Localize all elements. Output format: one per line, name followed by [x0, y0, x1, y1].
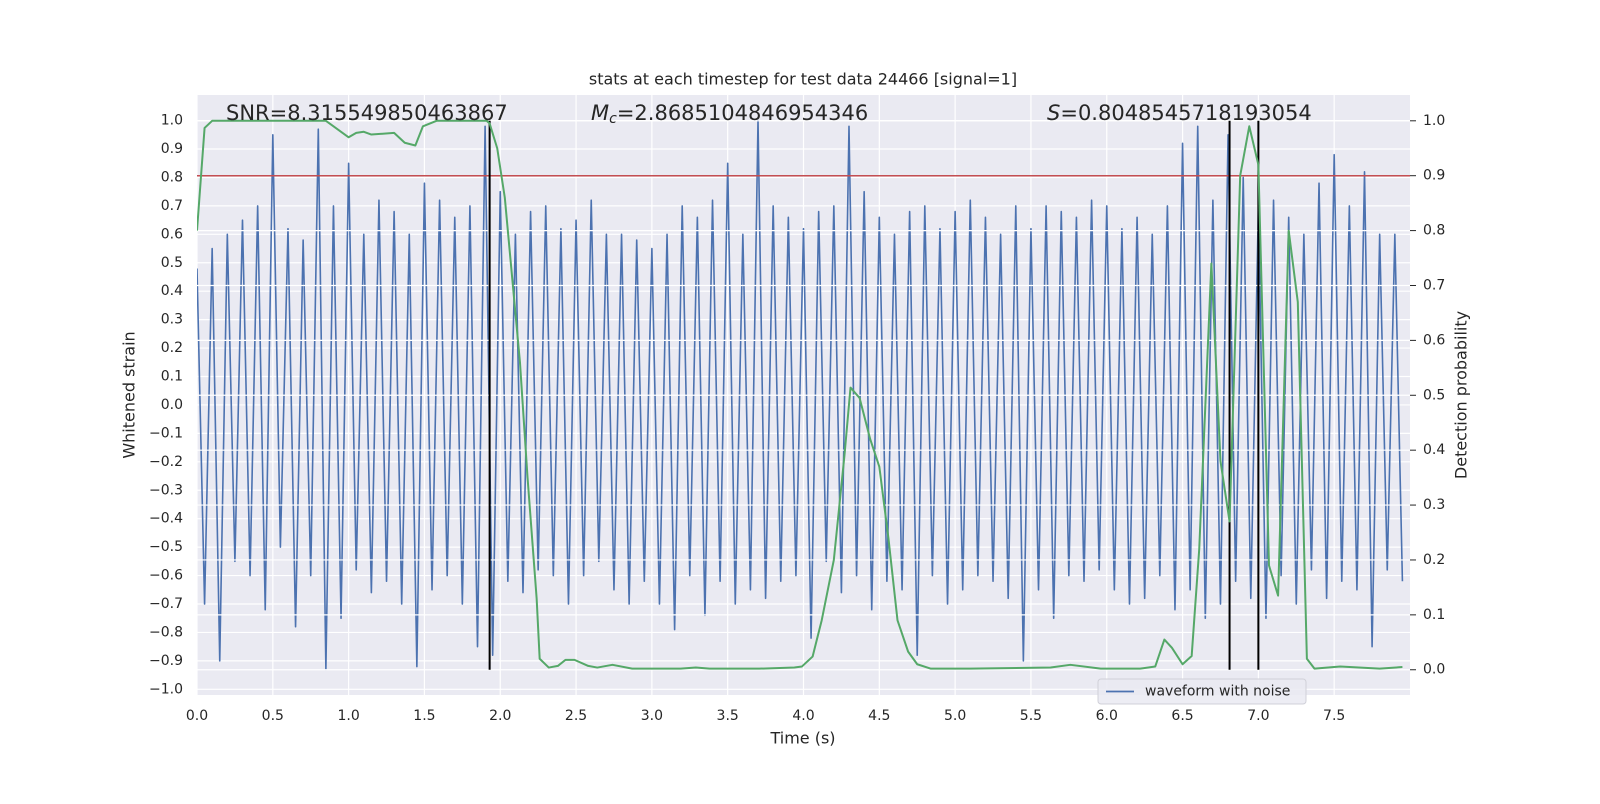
y-tick-label: −0.8	[149, 624, 183, 640]
overlay-layer: 0.0 0.5 1.0 1.5 2.0 2.5 3.0 3.5 4.0 4.5 5.0 5.5 6.0 6…	[149, 101, 1445, 724]
y2-axis-label: Detection probability	[1452, 311, 1471, 479]
series-line	[197, 119, 1403, 670]
y-tick-label: 0.2	[161, 340, 183, 356]
series-line	[197, 119, 1404, 671]
y-tick-label: −1.0	[149, 681, 183, 697]
x-tick-label: 5.5	[1020, 708, 1042, 724]
x-tick-label: 4.5	[868, 708, 890, 724]
y2-tick-label: 0.3	[1423, 497, 1445, 513]
annotation-subscript: c	[609, 111, 617, 127]
y-tick-label: 0.1	[161, 369, 183, 385]
y2-tick-label: 0.8	[1423, 223, 1445, 239]
x-tick-label: 4.0	[792, 708, 814, 724]
y-tick-label: −0.1	[149, 425, 183, 441]
x-axis-label: Time (s)	[769, 729, 835, 748]
annotation-text: SNR=8.315549850463867	[226, 101, 508, 125]
y-tick-label: −0.9	[149, 653, 183, 669]
y2-tick-label: 0.5	[1423, 387, 1445, 403]
y2-tick-label: 0.9	[1423, 168, 1445, 184]
x-tick-label: 1.0	[337, 708, 359, 724]
y-tick-label: 1.0	[161, 113, 183, 129]
x-tick-label: 2.5	[565, 708, 587, 724]
y-tick-label: −0.3	[149, 482, 183, 498]
annotation: SNR=8.315549850463867	[226, 101, 508, 125]
y2-tick-label: 0.2	[1423, 552, 1445, 568]
x-tick-label: 7.0	[1247, 708, 1269, 724]
y2-tick-label: 0.4	[1423, 442, 1445, 458]
x-tick-label: 0.0	[186, 708, 208, 724]
x-tick-label: 7.5	[1323, 708, 1345, 724]
y-tick-label: 0.9	[161, 141, 183, 157]
y-tick-label: 0.0	[161, 397, 183, 413]
y-tick-label: −0.2	[149, 454, 183, 470]
y2-tick-label: 0.1	[1423, 607, 1445, 623]
y-tick-label: 0.3	[161, 312, 183, 328]
y2-tick-label: 0.0	[1423, 662, 1445, 678]
x-tick-label: 2.0	[489, 708, 511, 724]
annotation: S=0.8048545718193054	[1047, 101, 1312, 125]
annotation-symbol: S	[1047, 101, 1060, 125]
y-tick-label: 0.5	[161, 255, 183, 271]
y-tick-label: 0.8	[161, 169, 183, 185]
y2-tick-label: 0.7	[1423, 277, 1445, 293]
y2-tick-label: 1.0	[1423, 113, 1445, 129]
x-tick-label: 3.5	[717, 708, 739, 724]
annotation: Mc=2.8685104846954346	[591, 101, 868, 127]
y-tick-label: 0.7	[161, 198, 183, 214]
y-tick-label: −0.4	[149, 511, 183, 527]
y-tick-label: 0.6	[161, 226, 183, 242]
y2-tick-label: 0.6	[1423, 332, 1445, 348]
legend-label: waveform with noise	[1145, 684, 1290, 700]
y-tick-label: −0.5	[149, 539, 183, 555]
plot-layer	[197, 119, 1410, 671]
y-tick-label: 0.4	[161, 283, 183, 299]
y-tick-label: −0.7	[149, 596, 183, 612]
annotation-symbol: M	[591, 101, 609, 125]
x-tick-label: 6.5	[1171, 708, 1193, 724]
x-tick-label: 6.0	[1096, 708, 1118, 724]
x-tick-label: 5.0	[944, 708, 966, 724]
x-tick-label: 3.0	[641, 708, 663, 724]
annotation-text: =2.8685104846954346	[617, 101, 868, 125]
y-tick-label: −0.6	[149, 568, 183, 584]
annotation-text: =0.8048545718193054	[1060, 101, 1311, 125]
chart-title: stats at each timestep for test data 244…	[589, 70, 1017, 89]
y-axis-label: Whitened strain	[120, 331, 139, 458]
legend-box	[1097, 678, 1307, 705]
x-tick-label: 0.5	[262, 708, 284, 724]
x-tick-label: 1.5	[413, 708, 435, 724]
